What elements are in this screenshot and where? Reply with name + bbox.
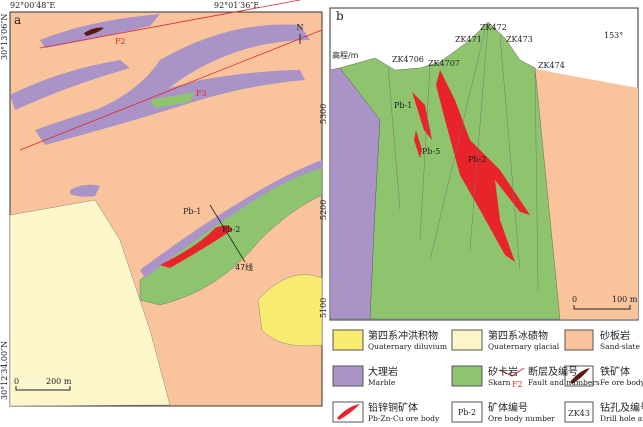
latitude-label: 30°13′06″N [0,14,9,60]
drill-label: ZK4706 [392,55,424,64]
latitude-label: 30°12′34.00″N [0,341,9,400]
fault-sample: F2 [512,380,523,389]
legend-cn: 大理岩 [368,365,398,378]
legend-swatch [451,365,483,387]
legend-cn: 铅锌铜矿体 [368,401,418,414]
drill-trace [469,23,489,251]
legend-swatch [564,401,594,423]
legend-en: Quaternary diluvium [368,342,447,351]
legend-swatch [451,329,483,351]
legend-en: Fe ore body [600,378,643,387]
marble [329,67,381,320]
scale-label: 0 [14,377,19,386]
legend-en: Quaternary glacial [488,342,560,351]
azimuth: 153° [604,31,623,40]
marble-band [40,14,160,48]
glacial-area [9,199,171,407]
skarn-lens [150,92,195,108]
panel-b: b 153° 高程/m 5300 5200 5100 ZK4706 ZK4707… [319,7,639,321]
drill-label: ZK473 [506,35,533,44]
elevation-label: 5300 [319,104,328,124]
marble-rim [140,160,322,278]
ore-icon [337,404,360,420]
scale-label: 0 [572,295,577,304]
drill-trace [534,67,539,291]
diluvium-area [257,274,323,347]
legend-cn: 第四系冲洪积物 [368,329,438,342]
ore-body-label: Pb-2 [468,155,486,164]
north-arrow: N [297,23,304,32]
legend-swatch [451,401,483,423]
drill-sample: ZK43 [568,409,590,418]
elevation-label: 5200 [319,200,328,220]
legend-cn: 矽卡岩 [488,365,518,378]
drill-label: ZK472 [480,23,507,32]
fault-label: F3 [196,89,207,98]
legend-swatch [332,365,364,387]
fault-icon [499,367,525,377]
legend-cn: 砂板岩 [600,329,630,342]
fe-ore-icon [570,368,590,384]
scale-label: 100 m [612,295,638,304]
drill-label: ZK474 [538,61,565,70]
panel-label: b [336,9,344,23]
ore-body-label: Pb-1 [183,207,201,216]
legend-cn: 矿体编号 [488,401,528,414]
marble-lens [70,184,100,197]
ore-body [160,225,232,268]
marble-band [35,70,305,145]
fault-line [19,29,323,151]
drill-trace [429,29,486,261]
drill-label: ZK4707 [428,59,460,68]
longitude-label: 92°01′36″E [214,1,259,10]
ore-body [412,92,432,140]
fault-label: F2 [115,37,126,46]
ore-body [436,70,530,262]
drill-trace [387,65,401,211]
fault-line [39,0,301,49]
scale-bar [15,386,71,391]
drill-holes [387,23,539,291]
legend-en: Drill hole and number [600,414,643,423]
panel-label: a [14,13,21,27]
ore-body-sample: Pb-2 [458,408,476,417]
section-line [209,204,246,263]
panel-a: a 92°00′48″E 92°01′36″E 30°13′06″N 30°12… [0,0,323,407]
longitude-label: 92°00′48″E [10,1,55,10]
legend-cn: 第四系冰碛物 [488,329,548,342]
legend-cn: 断层及编号 [528,365,578,378]
ore-body-label: Pb-2 [222,225,240,234]
legend-en: Sand-slate [600,342,641,351]
drill-label: ZK471 [455,35,482,44]
scale-label: 200 m [46,377,72,386]
legend-en: Ore body number [488,414,555,423]
legend-swatch [332,329,364,351]
ore-body-label: Pb-1 [394,101,412,110]
section-label: 47线 [235,262,253,272]
legend-cn: 钻孔及编号 [600,401,643,414]
drill-trace [499,34,521,271]
legend-en: Skarn [488,378,511,387]
elevation-title: 高程/m [332,50,359,60]
ore-body-label: Pb-5 [422,147,440,156]
scale-bar [573,305,631,310]
fe-ore-body [84,27,104,36]
ore-body [414,130,422,158]
legend-en: Fault and numbers [528,378,600,387]
legend-en: Marble [368,378,396,387]
marble-band [10,60,130,110]
drill-trace [419,65,431,241]
elevation-label: 5100 [319,298,328,318]
legend-cn: 铁矿体 [600,365,630,378]
legend-en: Pb-Zn-Cu ore body [368,414,440,423]
legend-swatch [564,329,594,351]
